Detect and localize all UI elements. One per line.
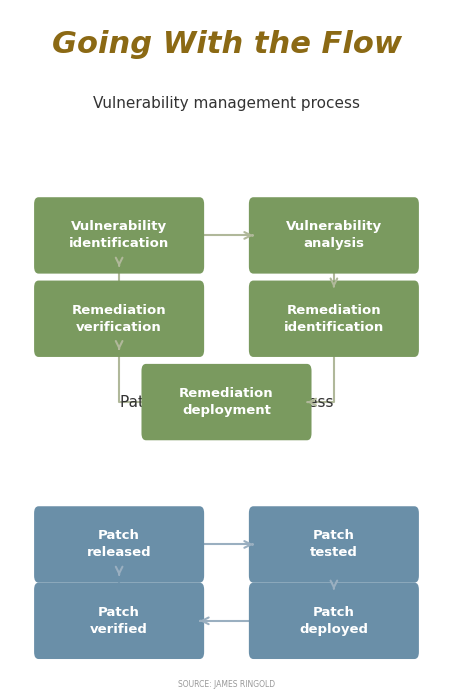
Text: Patch
tested: Patch tested — [310, 529, 358, 559]
Text: Patch
released: Patch released — [87, 529, 151, 559]
FancyBboxPatch shape — [34, 197, 204, 274]
Text: Vulnerability
identification: Vulnerability identification — [69, 220, 169, 251]
Text: Patch management process: Patch management process — [120, 395, 333, 409]
Text: SOURCE: JAMES RINGOLD: SOURCE: JAMES RINGOLD — [178, 680, 275, 690]
Text: Remediation
deployment: Remediation deployment — [179, 387, 274, 417]
FancyBboxPatch shape — [249, 582, 419, 659]
Text: Patch
verified: Patch verified — [90, 606, 148, 636]
Text: Vulnerability management process: Vulnerability management process — [93, 96, 360, 111]
Text: Going With the Flow: Going With the Flow — [52, 30, 401, 59]
FancyBboxPatch shape — [34, 506, 204, 582]
Text: Vulnerability
analysis: Vulnerability analysis — [286, 220, 382, 251]
Text: Remediation
verification: Remediation verification — [72, 304, 166, 334]
FancyBboxPatch shape — [34, 582, 204, 659]
FancyBboxPatch shape — [34, 281, 204, 357]
Text: Patch
deployed: Patch deployed — [299, 606, 368, 636]
FancyBboxPatch shape — [249, 197, 419, 274]
FancyBboxPatch shape — [249, 506, 419, 582]
FancyBboxPatch shape — [141, 364, 312, 440]
FancyBboxPatch shape — [249, 281, 419, 357]
Text: Remediation
identification: Remediation identification — [284, 304, 384, 334]
